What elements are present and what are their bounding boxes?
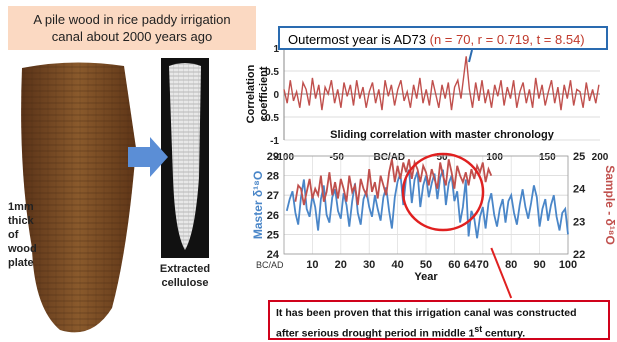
callout-text: Outermost year is AD73 bbox=[288, 32, 430, 47]
correlation-line bbox=[283, 56, 600, 111]
plate-label-line: thick bbox=[8, 215, 34, 227]
highlight-circle bbox=[401, 152, 485, 232]
y-tick-label: -0.5 bbox=[262, 113, 280, 124]
master-series-line bbox=[285, 169, 569, 239]
plate-label-line: plate bbox=[8, 257, 34, 269]
left-axis-label: Master δ¹⁸O bbox=[251, 171, 265, 239]
wood-plate-photo bbox=[21, 62, 136, 333]
x-tick-label: 100 bbox=[486, 152, 503, 163]
right-tick-label: 22 bbox=[573, 249, 585, 261]
y-tick-label: 1 bbox=[273, 44, 279, 55]
sample-series-line bbox=[294, 159, 493, 206]
title-line-1: A pile wood in rice paddy irrigation bbox=[33, 12, 231, 27]
note-line-2-end: century. bbox=[482, 327, 526, 340]
x-tick-label: 10 bbox=[306, 259, 318, 271]
right-axis-label: Sample - δ¹⁸O bbox=[603, 165, 616, 245]
x-tick-label: 50 bbox=[420, 259, 432, 271]
x-tick-label: BC/AD bbox=[373, 152, 405, 163]
left-tick-label: 28 bbox=[267, 171, 279, 183]
y-axis-label: Correlationcoefficient bbox=[245, 64, 270, 123]
plate-label: 1mm thick of wood plate bbox=[8, 200, 48, 270]
isotope-chart: 24 25 26 27 28 29 22 23 24 25 10 20 30 40 50 60 64 70 80 90… bbox=[251, 151, 616, 299]
pointer-line bbox=[490, 247, 513, 299]
chart-title: Sliding correlation with master chronolo… bbox=[330, 129, 555, 141]
x-tick-label: 150 bbox=[539, 152, 556, 163]
x-tick-label: 30 bbox=[363, 259, 375, 271]
x-tick-label: 64 bbox=[464, 259, 477, 271]
x-tick-label: 20 bbox=[335, 259, 347, 271]
right-tick-label: 23 bbox=[573, 216, 585, 228]
right-tick-label: 25 bbox=[573, 151, 585, 163]
x-tick-label: 40 bbox=[391, 259, 403, 271]
left-tick-label: 29 bbox=[267, 151, 279, 163]
plate-label-line: 1mm bbox=[8, 201, 34, 213]
title-box: A pile wood in rice paddy irrigation can… bbox=[8, 6, 256, 50]
title-line-2: canal about 2000 years ago bbox=[51, 29, 213, 44]
y-tick-label: 0 bbox=[273, 90, 279, 101]
y-axis-label-line: coefficient bbox=[258, 66, 270, 121]
x-tick-label: 90 bbox=[533, 259, 545, 271]
note-superscript: st bbox=[474, 324, 483, 334]
plot-frame bbox=[283, 155, 569, 255]
x-axis-label: Year bbox=[414, 271, 438, 283]
x-start-label: BC/AD bbox=[256, 260, 284, 270]
left-tick-label: 27 bbox=[267, 190, 279, 202]
cellulose-label-line: cellulose bbox=[161, 277, 209, 289]
y-tick-label: 0.5 bbox=[265, 67, 279, 78]
left-tick-label: 25 bbox=[267, 229, 279, 241]
left-tick-label: 24 bbox=[267, 249, 280, 261]
note-line-2-text: after serious drought period in middle 1 bbox=[276, 327, 475, 340]
cellulose-label-line: Extracted bbox=[159, 263, 211, 275]
plate-label-line: wood bbox=[8, 243, 37, 255]
note-line-2: after serious drought period in middle 1… bbox=[276, 321, 602, 342]
x-tick-label: 70 bbox=[477, 259, 489, 271]
cellulose-label: Extracted cellulose bbox=[150, 262, 220, 290]
y-tick-label: -1 bbox=[270, 136, 279, 147]
x-tick-label: 50 bbox=[436, 152, 448, 163]
x-tick-label: 200 bbox=[592, 152, 609, 163]
callout-stats: (n = 70, r = 0.719, t = 8.54) bbox=[429, 32, 585, 47]
arrow-right-icon bbox=[128, 137, 168, 177]
x-tick-label: 60 bbox=[448, 259, 460, 271]
left-tick-label: 26 bbox=[267, 210, 279, 222]
cellulose-photo bbox=[161, 58, 209, 258]
callout-pointer bbox=[468, 49, 473, 63]
note-line-1: It has been proven that this irrigation … bbox=[276, 307, 577, 319]
right-tick-label: 24 bbox=[573, 184, 586, 196]
x-tick-label: 80 bbox=[505, 259, 517, 271]
plate-label-line: of bbox=[8, 229, 19, 241]
callout-box: Outermost year is AD73 (n = 70, r = 0.71… bbox=[278, 26, 608, 50]
y-axis-label-line: Correlation bbox=[245, 64, 257, 123]
x-tick-label: 100 bbox=[559, 259, 577, 271]
x-tick-label: -50 bbox=[329, 152, 344, 163]
conclusion-note: It has been proven that this irrigation … bbox=[268, 300, 610, 340]
